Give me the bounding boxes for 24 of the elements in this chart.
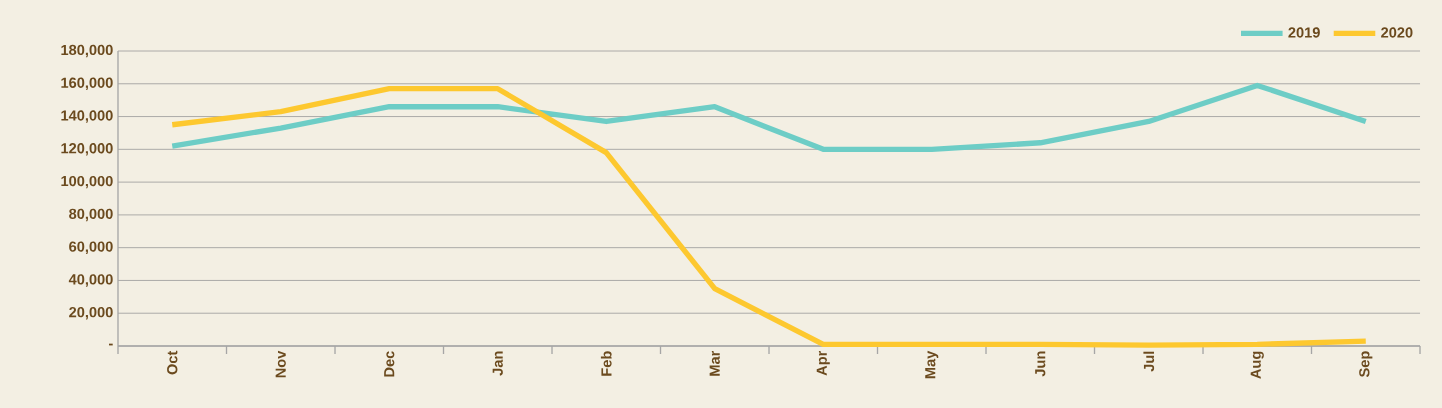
x-tick-label: Apr — [816, 350, 830, 376]
y-tick-label: 180,000 — [61, 44, 113, 58]
x-tick-label: Mar — [709, 350, 720, 376]
y-tick-label: - — [109, 343, 113, 346]
y-tick-label: 160,000 — [61, 77, 113, 91]
x-tick-label: Jul — [1143, 351, 1155, 372]
y-tick-label: 80,000 — [69, 208, 113, 222]
y-tick-label: 100,000 — [61, 175, 113, 189]
x-tick-label: Jun — [1035, 351, 1046, 377]
x-tick-label: Jan — [492, 351, 503, 376]
legend-label: 2020 — [1381, 27, 1413, 38]
x-tick-label: Nov — [275, 350, 286, 378]
y-tick-label: 20,000 — [69, 307, 113, 320]
x-tick-label: Oct — [167, 350, 178, 375]
x-tick-label: Sep — [1359, 351, 1373, 378]
x-tick-label: Dec — [384, 351, 395, 377]
y-tick-label: 120,000 — [61, 143, 113, 156]
y-tick-label: 40,000 — [68, 274, 113, 287]
x-tick-label: May — [925, 350, 939, 379]
x-tick-label: Feb — [600, 351, 612, 376]
x-tick-label: Aug — [1250, 351, 1264, 379]
legend-label: 2019 — [1288, 27, 1320, 38]
y-tick-label: 60,000 — [69, 241, 113, 254]
y-tick-label: 140,000 — [61, 110, 113, 123]
